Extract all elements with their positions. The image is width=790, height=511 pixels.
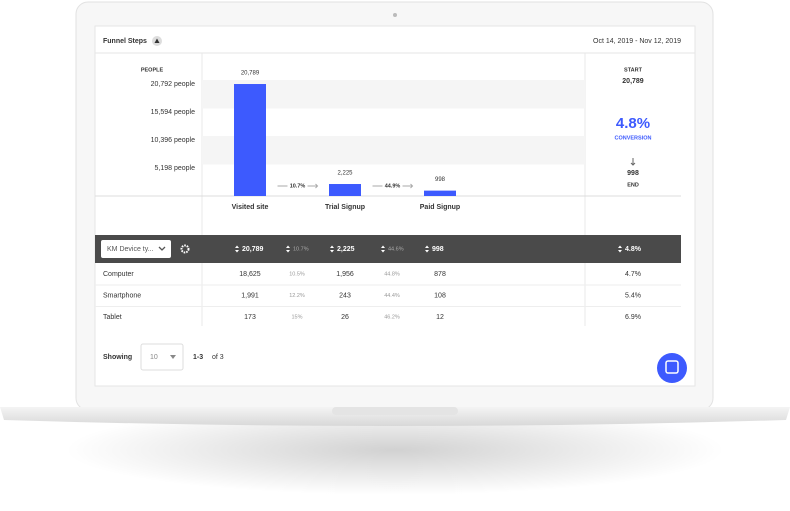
- cell: 46.2%: [384, 314, 400, 320]
- category-label: Visited site: [232, 204, 269, 211]
- cell: 44.4%: [384, 293, 400, 299]
- y-axis-label: PEOPLE: [141, 67, 164, 73]
- bar: [234, 84, 266, 196]
- total-value: 2,225: [337, 246, 355, 253]
- showing-label: Showing: [103, 354, 132, 361]
- total-value: 10.7%: [293, 246, 309, 252]
- start-value: 20,789: [622, 78, 644, 85]
- cell: 243: [339, 292, 351, 299]
- y-tick-label: 5,198 people: [155, 165, 196, 172]
- cell: 44.8%: [384, 271, 400, 277]
- cell: 1,991: [241, 292, 259, 299]
- cell: 5.4%: [625, 292, 641, 299]
- cell: 18,625: [239, 271, 261, 278]
- bar-label: 20,789: [241, 71, 260, 77]
- totals-row: [95, 235, 681, 263]
- chevron: [170, 355, 176, 359]
- cell: 10.5%: [289, 271, 305, 277]
- range: 1-3: [193, 354, 203, 361]
- conversion-value: 4.8%: [616, 115, 650, 132]
- sort-icon: [381, 245, 385, 253]
- chat-icon: [665, 360, 679, 374]
- cell: 12.2%: [289, 293, 305, 299]
- icon-glyph: [154, 38, 160, 43]
- y-tick-label: 20,792 people: [151, 81, 195, 88]
- cell: 173: [244, 314, 256, 321]
- cell: 108: [434, 292, 446, 299]
- chat-button[interactable]: [657, 353, 687, 383]
- sort-icon: [286, 245, 290, 253]
- page-size: 10: [150, 354, 158, 361]
- row-label: Smartphone: [103, 292, 141, 299]
- row-label: Computer: [103, 271, 134, 278]
- total-value: 998: [432, 246, 444, 253]
- cell: 26: [341, 314, 349, 321]
- sort-icon: [235, 245, 239, 253]
- end-label: END: [627, 182, 639, 188]
- sort-icon: [618, 245, 622, 253]
- conversion-label: CONVERSION: [615, 135, 652, 141]
- trackpad-notch: [332, 407, 458, 415]
- bar-label: 2,225: [337, 171, 353, 177]
- bar-label: 998: [435, 177, 446, 183]
- bar: [424, 190, 456, 196]
- row-label: Tablet: [103, 314, 122, 321]
- start-label: START: [624, 67, 643, 73]
- sort-icon: [425, 245, 429, 253]
- of-total: of 3: [212, 354, 224, 361]
- conversion-rate: 10.7%: [290, 183, 306, 189]
- arrow: [402, 183, 414, 189]
- chevron: [158, 246, 166, 251]
- dropdown-text: KM Device ty...: [107, 246, 154, 253]
- end-value: 998: [627, 170, 639, 177]
- cell: 1,956: [336, 271, 354, 278]
- cell: 878: [434, 271, 446, 278]
- shadow: [65, 405, 725, 495]
- dropdown[interactable]: [101, 240, 171, 258]
- y-tick-label: 10,396 people: [151, 137, 195, 144]
- bar: [329, 184, 361, 196]
- total-value: 44.6%: [388, 246, 404, 252]
- cell: 12: [436, 314, 444, 321]
- conversion-rate: 44.9%: [385, 183, 401, 189]
- laptop-base: [0, 407, 790, 426]
- arrow: [307, 183, 319, 189]
- camera: [393, 13, 397, 17]
- page-size-select[interactable]: [140, 343, 184, 371]
- total-value: 20,789: [242, 246, 264, 253]
- date-range[interactable]: Oct 14, 2019 - Nov 12, 2019: [593, 38, 681, 45]
- cell: 4.7%: [625, 271, 641, 278]
- title: Funnel Steps: [103, 38, 147, 45]
- total-value: 4.8%: [625, 246, 642, 253]
- sort-icon: [330, 245, 334, 253]
- category-label: Paid Signup: [420, 204, 460, 211]
- cell: 6.9%: [625, 314, 641, 321]
- settings-icon[interactable]: [180, 244, 190, 254]
- arrow: [630, 158, 636, 166]
- cell: 15%: [291, 314, 302, 320]
- category-label: Trial Signup: [325, 204, 365, 211]
- y-tick-label: 15,594 people: [151, 109, 195, 116]
